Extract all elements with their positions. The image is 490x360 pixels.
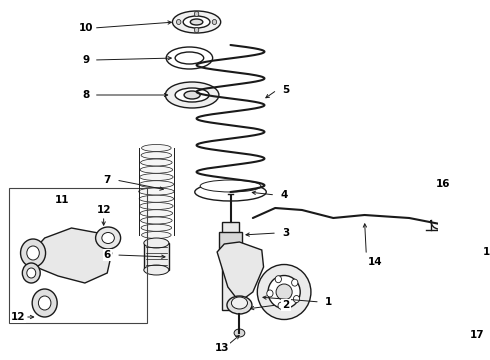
Circle shape xyxy=(195,27,199,32)
Circle shape xyxy=(294,296,299,302)
Circle shape xyxy=(21,239,46,267)
Circle shape xyxy=(292,279,298,286)
Ellipse shape xyxy=(231,297,247,309)
Ellipse shape xyxy=(183,16,210,28)
Circle shape xyxy=(23,263,40,283)
Ellipse shape xyxy=(257,265,311,320)
Ellipse shape xyxy=(102,233,114,243)
Ellipse shape xyxy=(200,180,261,192)
Circle shape xyxy=(212,19,217,24)
Circle shape xyxy=(38,296,51,310)
Ellipse shape xyxy=(227,296,252,314)
Ellipse shape xyxy=(276,284,292,300)
Text: 2: 2 xyxy=(282,300,290,310)
Ellipse shape xyxy=(184,91,200,99)
Circle shape xyxy=(267,290,273,297)
Text: 16: 16 xyxy=(436,179,450,189)
Bar xyxy=(222,222,239,310)
Text: 12: 12 xyxy=(11,312,25,322)
Circle shape xyxy=(176,19,181,24)
Polygon shape xyxy=(217,242,264,302)
Ellipse shape xyxy=(140,174,173,180)
Ellipse shape xyxy=(140,166,172,173)
Polygon shape xyxy=(31,228,112,283)
Ellipse shape xyxy=(140,210,172,217)
Ellipse shape xyxy=(139,188,174,195)
Ellipse shape xyxy=(142,231,171,239)
Ellipse shape xyxy=(142,144,171,152)
Bar xyxy=(219,232,242,252)
Ellipse shape xyxy=(448,321,457,328)
Ellipse shape xyxy=(268,275,300,309)
Circle shape xyxy=(278,302,284,309)
Ellipse shape xyxy=(141,224,171,231)
Ellipse shape xyxy=(144,265,169,275)
Ellipse shape xyxy=(172,11,220,33)
Ellipse shape xyxy=(141,152,171,159)
Bar xyxy=(9,188,147,323)
Ellipse shape xyxy=(144,238,169,248)
Circle shape xyxy=(32,289,57,317)
Circle shape xyxy=(195,12,199,17)
Ellipse shape xyxy=(139,181,173,188)
Ellipse shape xyxy=(140,202,173,210)
Text: 13: 13 xyxy=(214,343,229,353)
Ellipse shape xyxy=(175,88,209,102)
Text: 8: 8 xyxy=(82,90,89,100)
Ellipse shape xyxy=(234,329,245,337)
Circle shape xyxy=(27,246,39,260)
Text: 3: 3 xyxy=(282,228,290,238)
Text: 9: 9 xyxy=(82,55,89,65)
Circle shape xyxy=(275,276,281,283)
Text: 7: 7 xyxy=(103,175,111,185)
Text: 17: 17 xyxy=(470,330,485,340)
Text: 6: 6 xyxy=(103,250,111,260)
Ellipse shape xyxy=(165,82,219,108)
Text: 11: 11 xyxy=(55,195,70,205)
Ellipse shape xyxy=(190,19,203,25)
Text: 15: 15 xyxy=(482,247,490,257)
Text: 10: 10 xyxy=(78,23,93,33)
Circle shape xyxy=(27,268,36,278)
Bar xyxy=(144,243,169,270)
Ellipse shape xyxy=(166,47,213,69)
Text: 4: 4 xyxy=(280,190,288,200)
Ellipse shape xyxy=(141,159,172,166)
Ellipse shape xyxy=(139,195,173,202)
Text: 14: 14 xyxy=(368,257,383,267)
Ellipse shape xyxy=(96,227,121,249)
Ellipse shape xyxy=(175,52,204,64)
Ellipse shape xyxy=(141,217,172,224)
Text: 12: 12 xyxy=(97,205,111,215)
Ellipse shape xyxy=(445,226,454,234)
Ellipse shape xyxy=(195,183,266,201)
Text: 1: 1 xyxy=(325,297,332,307)
Text: 5: 5 xyxy=(282,85,290,95)
